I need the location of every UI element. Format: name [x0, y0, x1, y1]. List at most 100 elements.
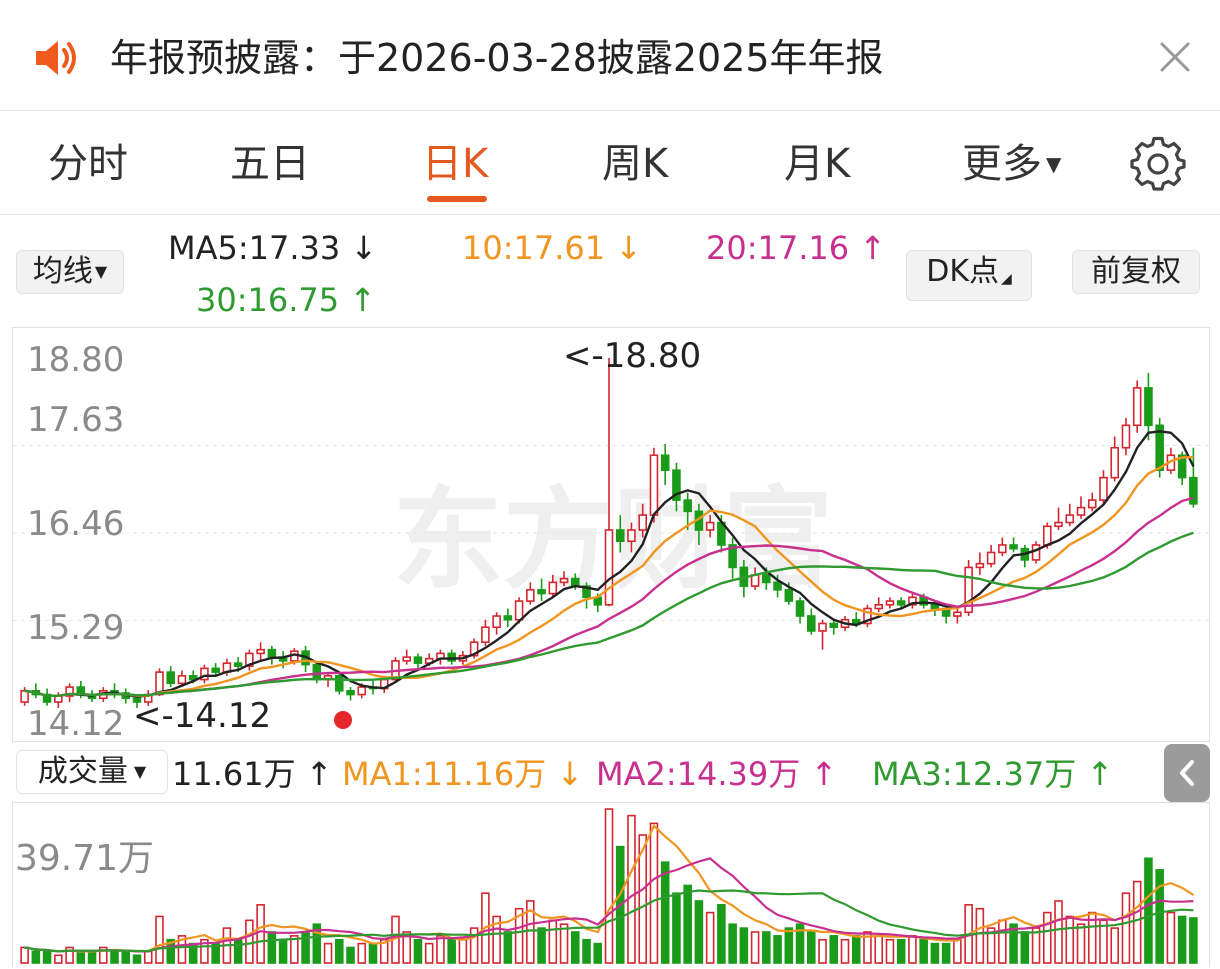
- candle-body: [964, 566, 973, 614]
- volume-max-label: 39.71万: [15, 838, 155, 879]
- volume-bar: [930, 942, 940, 964]
- ma-selector-label: 均线: [32, 254, 93, 289]
- gear-icon[interactable]: [1130, 136, 1186, 192]
- volume-bar: [1110, 927, 1119, 964]
- active-tab-indicator: [427, 196, 487, 202]
- volume-bar: [896, 938, 906, 964]
- ma-selector-button[interactable]: 均线 ▼: [16, 250, 124, 294]
- candle-body: [683, 499, 692, 513]
- volume-bar: [750, 931, 760, 964]
- candle-body: [638, 514, 647, 531]
- candle-body: [649, 454, 659, 516]
- corner-triangle-icon: ◢: [1001, 271, 1012, 287]
- volume-bar: [649, 822, 659, 964]
- volume-bar: [54, 954, 63, 964]
- candle-body: [615, 529, 625, 543]
- tab-five-day[interactable]: 五日: [230, 141, 310, 187]
- period-tabs: 分时 五日 日K 周K 月K 更多 ▼: [0, 110, 1220, 215]
- volume-bar: [233, 938, 243, 964]
- candle-body: [1121, 424, 1131, 449]
- volume-bar: [267, 931, 277, 964]
- volume-bar: [1009, 923, 1018, 964]
- price-tick-1: 18.80: [27, 340, 125, 380]
- volume-bar: [582, 938, 591, 964]
- volume-bar: [1076, 923, 1086, 964]
- candle-body: [559, 577, 569, 584]
- tab-more[interactable]: 更多 ▼: [962, 138, 1061, 190]
- volume-bar: [1121, 892, 1131, 964]
- candle-body: [851, 618, 861, 625]
- volume-bar: [762, 931, 771, 964]
- candle-body: [896, 600, 906, 606]
- price-chart-panel[interactable]: 东方财富 18.80 17.63 16.46 15.29 14.12 <-18.…: [12, 327, 1210, 744]
- candle-body: [627, 529, 636, 543]
- tab-monthly-k[interactable]: 月K: [784, 141, 851, 187]
- high-price-label: <-18.80: [563, 336, 702, 376]
- candle-body: [1076, 506, 1086, 516]
- volume-bar: [773, 935, 782, 964]
- caret-down-icon: ▼: [1046, 152, 1062, 176]
- announcement-bar[interactable]: 年报预披露：于2026-03-28披露2025年年报: [0, 0, 1220, 111]
- volume-bar: [627, 814, 636, 964]
- price-tick-4: 15.29: [27, 608, 125, 648]
- dk-point-button[interactable]: DK点 ◢: [906, 250, 1032, 301]
- tab-daily-k[interactable]: 日K: [422, 141, 489, 187]
- close-icon[interactable]: [1152, 34, 1198, 80]
- arrow-up-icon: ↑: [295, 755, 333, 793]
- volume-bar: [1132, 880, 1142, 964]
- candle-body: [514, 600, 524, 621]
- tab-minute[interactable]: 分时: [48, 141, 128, 187]
- price-chart[interactable]: 东方财富: [13, 328, 1209, 741]
- candle-body: [795, 600, 805, 617]
- volume-bar: [728, 923, 737, 964]
- candle-body: [211, 667, 220, 673]
- volume-bar: [143, 950, 153, 964]
- volume-chart[interactable]: [13, 803, 1209, 967]
- candle-body: [177, 675, 187, 685]
- candle-body: [1177, 454, 1187, 479]
- candle-body: [1043, 525, 1052, 546]
- candle-body: [65, 686, 74, 697]
- adjust-mode-button[interactable]: 前复权: [1072, 250, 1200, 294]
- volume-bar: [200, 938, 209, 964]
- volume-bar: [660, 861, 670, 964]
- volume-chart-panel[interactable]: 39.71万: [12, 802, 1210, 967]
- volume-bar: [357, 942, 367, 964]
- candle-body: [481, 626, 490, 643]
- volume-bar: [278, 938, 288, 964]
- volume-bar: [503, 931, 513, 964]
- ma5-text: MA5:17.33: [168, 229, 341, 267]
- volume-bar: [672, 892, 681, 964]
- volume-bar: [110, 950, 119, 964]
- vol-ma3-value: MA3:12.37万 ↑: [872, 754, 1113, 794]
- volume-bar: [458, 938, 468, 964]
- vol-ma2-line: [24, 857, 1194, 953]
- candle-body: [773, 581, 782, 591]
- indicator-selector-label: 成交量: [37, 754, 128, 789]
- volume-bar: [1144, 857, 1153, 964]
- volume-bar: [447, 938, 456, 964]
- volume-bar: [1166, 911, 1176, 964]
- volume-bar: [919, 938, 928, 964]
- volume-bar: [1043, 911, 1052, 964]
- volume-bar: [469, 927, 479, 964]
- volume-bar: [436, 935, 445, 964]
- volume-bar: [1155, 869, 1164, 964]
- tab-weekly-k[interactable]: 周K: [602, 141, 669, 187]
- candle-body: [245, 652, 254, 667]
- volume-bar: [975, 907, 985, 964]
- volume-bar: [739, 927, 749, 964]
- volume-bar: [638, 834, 647, 964]
- collapse-panel-button[interactable]: [1164, 744, 1210, 802]
- volume-bar: [256, 904, 265, 964]
- indicator-selector[interactable]: 成交量 ▼: [16, 750, 168, 794]
- volume-bar: [402, 931, 411, 964]
- dk-signal-dot: [334, 711, 352, 729]
- volume-bar: [571, 931, 580, 964]
- arrow-up-icon: ↑: [339, 281, 377, 319]
- volume-bar: [941, 942, 951, 964]
- ma30-text: 30:16.75: [196, 281, 340, 319]
- vol-ma3-line: [24, 889, 1194, 953]
- candle-body: [930, 603, 940, 610]
- volume-bar: [1020, 931, 1030, 964]
